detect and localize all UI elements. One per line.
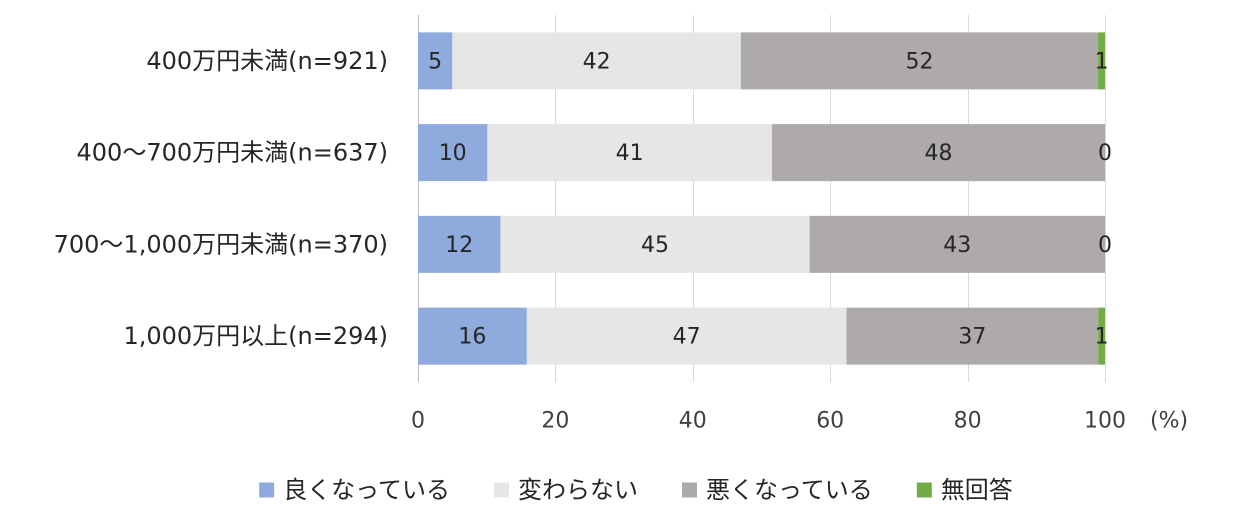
data-label-worsening: 52 bbox=[906, 49, 934, 74]
data-label-improving: 16 bbox=[458, 325, 486, 350]
data-label-improving: 5 bbox=[428, 49, 442, 74]
category-label: 400～700万円未満(n=637) bbox=[77, 139, 388, 167]
data-label-unchanged: 47 bbox=[673, 325, 701, 350]
legend-label: 悪くなっている bbox=[706, 476, 873, 504]
bars bbox=[418, 32, 1105, 365]
data-label-unchanged: 42 bbox=[583, 49, 611, 74]
legend-label: 変わらない bbox=[518, 476, 638, 504]
legend: 良くなっている 変わらない 悪くなっている 無回答 bbox=[259, 476, 1013, 504]
data-label-worsening: 37 bbox=[958, 325, 986, 350]
x-tick-label: 0 bbox=[411, 409, 425, 434]
legend-item-improving: 良くなっている bbox=[259, 476, 450, 504]
data-label-no-answer: 1 bbox=[1095, 325, 1109, 350]
legend-item-no-answer: 無回答 bbox=[916, 476, 1013, 504]
bar-segment-no-answer bbox=[1098, 307, 1105, 365]
data-label-no-answer: 0 bbox=[1098, 141, 1112, 166]
bar-segment-worsening bbox=[809, 215, 1105, 273]
data-label-improving: 10 bbox=[439, 141, 467, 166]
legend-swatch bbox=[494, 482, 509, 498]
x-tick-label: 80 bbox=[954, 409, 982, 434]
bar-segment-improving bbox=[418, 215, 501, 273]
x-axis-tick-labels: 0 20 40 60 80 100 (%) bbox=[411, 409, 1188, 434]
data-label-improving: 12 bbox=[445, 233, 473, 258]
bar-segment-improving bbox=[418, 124, 488, 182]
bar-segment-worsening bbox=[771, 124, 1105, 182]
data-label-unchanged: 45 bbox=[641, 233, 669, 258]
data-label-unchanged: 41 bbox=[616, 141, 644, 166]
bar-segment-unchanged bbox=[500, 215, 810, 273]
legend-item-worsening: 悪くなっている bbox=[682, 476, 873, 504]
category-label: 1,000万円以上(n=294) bbox=[123, 322, 388, 350]
x-tick-label: 60 bbox=[816, 409, 844, 434]
bar-segment-worsening bbox=[846, 307, 1099, 365]
data-label-no-answer: 0 bbox=[1098, 233, 1112, 258]
legend-label: 良くなっている bbox=[283, 476, 450, 504]
data-labels: 5 42 52 1 10 41 48 0 12 45 43 0 16 47 37 1 bbox=[428, 49, 1112, 349]
legend-swatch bbox=[682, 482, 697, 498]
bar-segment-unchanged bbox=[526, 307, 847, 365]
category-label: 400万円未満(n=921) bbox=[146, 47, 388, 75]
data-label-no-answer: 1 bbox=[1095, 49, 1109, 74]
category-label: 700～1,000万円未満(n=370) bbox=[54, 230, 388, 258]
legend-swatch bbox=[259, 482, 275, 498]
legend-swatch bbox=[916, 482, 932, 498]
x-axis-unit-label: (%) bbox=[1150, 409, 1188, 434]
data-label-worsening: 43 bbox=[943, 233, 971, 258]
bar-segment-improving bbox=[418, 307, 527, 365]
x-tick-label: 20 bbox=[541, 409, 569, 434]
bar-segment-worsening bbox=[740, 32, 1099, 90]
bar-segment-improving bbox=[418, 32, 453, 90]
bar-segment-no-answer bbox=[1098, 32, 1105, 90]
data-label-worsening: 48 bbox=[924, 141, 952, 166]
legend-item-unchanged: 変わらない bbox=[494, 476, 638, 504]
bar-segment-unchanged bbox=[452, 32, 741, 90]
x-tick-label: 100 bbox=[1084, 409, 1126, 434]
category-axis-labels: 400万円未満(n=921) 400～700万円未満(n=637) 700～1,00… bbox=[54, 47, 388, 350]
legend-label: 無回答 bbox=[941, 476, 1013, 504]
x-tick-label: 40 bbox=[679, 409, 707, 434]
bar-segment-unchanged bbox=[487, 124, 772, 182]
